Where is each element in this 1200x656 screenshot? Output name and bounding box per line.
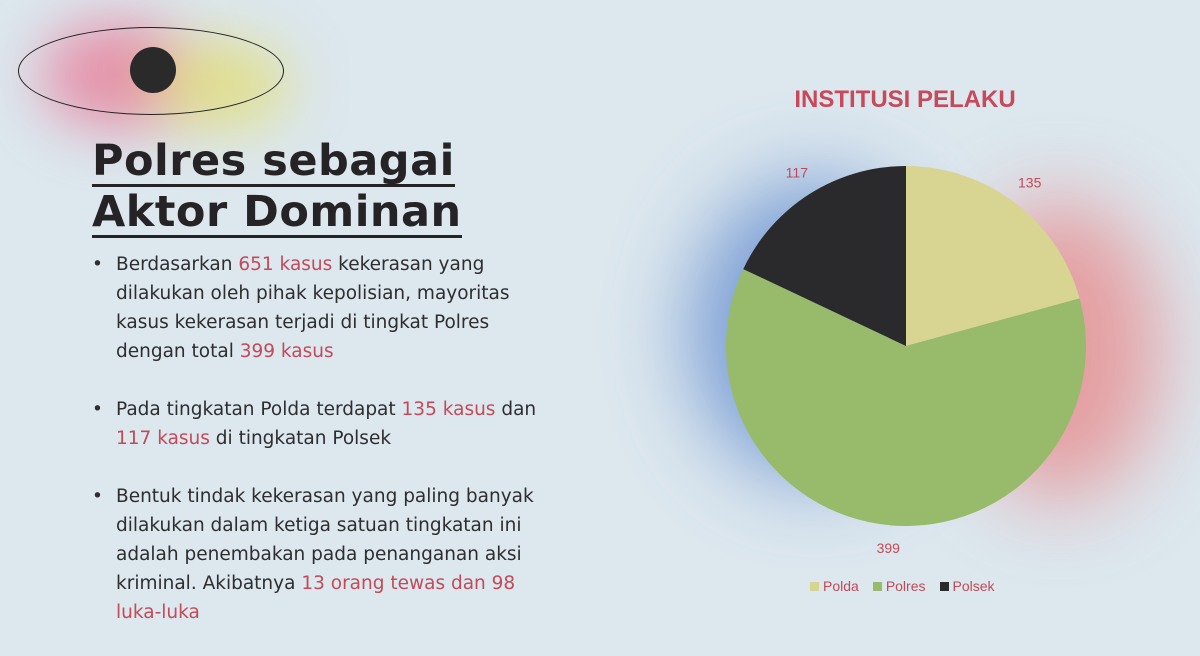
bullet-text: kekerasan yang dilakukan oleh pihak kepo… — [116, 254, 510, 362]
bullet-text: Pada tingkatan Polda terdapat — [116, 399, 402, 420]
pie-slice-polda — [906, 166, 1080, 346]
bullet-text: dan — [495, 399, 537, 420]
bullet-text: di tingkatan Polsek — [209, 428, 392, 449]
legend-item-polres: Polres — [872, 578, 926, 594]
bullet-text: Berdasarkan — [116, 254, 239, 275]
bullet-item: Pada tingkatan Polda terdapat 135 kasus … — [90, 395, 560, 453]
data-label-polda: 135 — [1018, 174, 1042, 190]
highlight-text: 399 kasus — [239, 341, 334, 362]
decorative-ellipse — [18, 27, 284, 115]
legend-item-polsek: Polsek — [939, 578, 995, 594]
highlight-text: 135 kasus — [401, 399, 496, 420]
legend-label: Polres — [885, 578, 926, 594]
legend-swatch — [872, 581, 882, 591]
data-label-polsek: 117 — [786, 164, 809, 180]
bullet-text: Bentuk tindak kekerasan yang paling bany… — [116, 486, 534, 594]
page-title-line-2: Aktor Dominan — [92, 187, 462, 238]
pie-slice-polres — [726, 269, 1087, 526]
legend-swatch — [810, 581, 819, 591]
page-title-line-1: Polres sebagai — [92, 136, 455, 187]
legend-label: Polsek — [952, 578, 995, 594]
bullet-item: Berdasarkan 651 kasus kekerasan yang dil… — [90, 250, 560, 366]
highlight-text: 13 orang tewas dan 98 luka-luka — [116, 573, 516, 623]
bullet-item: Bentuk tindak kekerasan yang paling bany… — [90, 482, 560, 627]
legend-swatch — [939, 581, 949, 591]
highlight-text: 651 kasus — [238, 254, 333, 275]
highlight-text: 117 kasus — [116, 428, 210, 449]
chart-title: INSTITUSI PELAKU — [794, 86, 1016, 113]
pie-slice-polsek — [743, 166, 906, 346]
legend-label: Polda — [823, 578, 859, 594]
page-title: Polres sebagai Aktor Dominan — [92, 136, 462, 238]
bullet-list: Berdasarkan 651 kasus kekerasan yang dil… — [90, 250, 560, 656]
decorative-dot — [130, 47, 176, 93]
chart-legend: Polda Polres Polsek — [810, 578, 995, 594]
data-label-polres: 399 — [877, 540, 901, 556]
legend-item-polda: Polda — [810, 578, 859, 594]
